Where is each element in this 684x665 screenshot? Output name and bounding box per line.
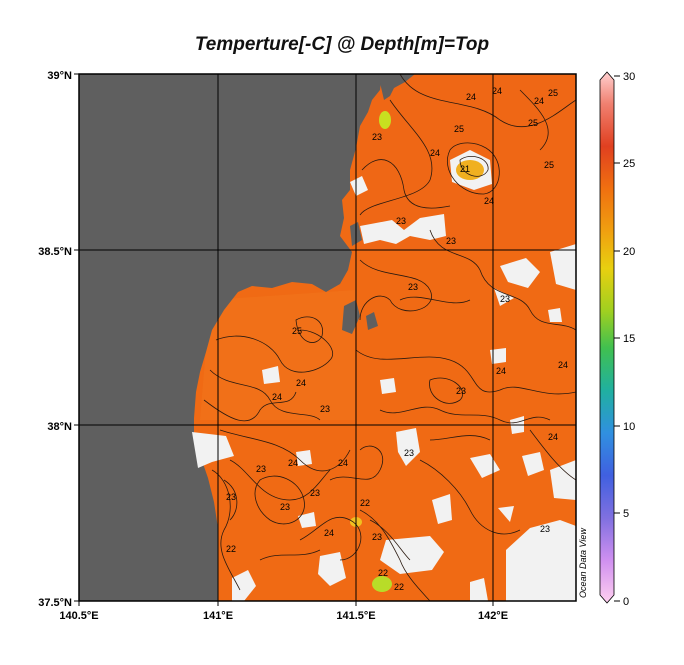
colorbar-label: 15 [623, 333, 635, 345]
cool-patch [379, 111, 391, 129]
contour-label: 24 [484, 196, 494, 206]
contour-label: 24 [324, 528, 334, 538]
contour-lines [203, 74, 576, 601]
lon-tick-label: 140.5°E [59, 610, 98, 622]
contour-label: 24 [296, 378, 306, 388]
colorbar-label: 20 [623, 246, 635, 258]
contour-label: 25 [548, 88, 558, 98]
contour-label: 22 [226, 544, 236, 554]
land-island [366, 312, 378, 330]
no-data-patches [192, 150, 576, 601]
contour-label: 22 [378, 568, 388, 578]
colorbar-label: 25 [623, 158, 635, 170]
colorbar-label: 0 [623, 596, 629, 608]
contour-label: 24 [558, 360, 568, 370]
contour-label: 24 [466, 92, 476, 102]
contour-label: 23 [372, 132, 382, 142]
contour-label: 25 [292, 326, 302, 336]
contour-label: 24 [548, 432, 558, 442]
contour-label: 23 [256, 464, 266, 474]
colorbar-label: 10 [623, 421, 635, 433]
colorbar: 30 25 20 15 10 5 0 [599, 71, 635, 608]
contour-label: 23 [280, 502, 290, 512]
lon-tick-label: 142°E [478, 610, 508, 622]
contour-label: 23 [372, 532, 382, 542]
colorbar-label: 5 [623, 508, 629, 520]
lon-tick-label: 141.5°E [336, 610, 375, 622]
contour-label: 24 [272, 392, 282, 402]
contour-label: 23 [320, 404, 330, 414]
odv-watermark: Ocean Data View [578, 528, 588, 598]
map-frame [78, 73, 577, 602]
sea-shade [200, 290, 355, 420]
contour-label: 21 [460, 164, 470, 174]
contour-label: 24 [338, 458, 348, 468]
contour-label: 25 [528, 118, 538, 128]
contour-label: 24 [288, 458, 298, 468]
contour-label: 23 [404, 448, 414, 458]
contour-label: 23 [446, 236, 456, 246]
colorbar-label: 30 [623, 71, 635, 83]
contour-label: 23 [540, 524, 550, 534]
map-area: 24 24 24 25 25 25 25 23 24 21 24 23 23 2… [79, 74, 576, 601]
lat-tick-label: 38°N [47, 421, 72, 433]
land-mass [79, 74, 382, 601]
lat-tick-label: 39°N [47, 70, 72, 82]
contour-label: 22 [394, 582, 404, 592]
map-title: Temperture[-C] @ Depth[m]=Top [194, 34, 490, 55]
cool-patch [372, 576, 392, 592]
contour-label: 23 [226, 492, 236, 502]
contour-label: 25 [454, 124, 464, 134]
lat-tick-label: 38.5°N [38, 246, 72, 258]
colorbar-bar [599, 71, 615, 604]
contour-label: 25 [544, 160, 554, 170]
grid-lines [79, 74, 576, 601]
contour-label: 24 [534, 96, 544, 106]
contour-label: 24 [430, 148, 440, 158]
lat-tick-label: 37.5°N [38, 597, 72, 609]
contour-label: 23 [396, 216, 406, 226]
frame-ticks [74, 73, 494, 606]
contour-label: 23 [500, 294, 510, 304]
contour-label: 24 [492, 86, 502, 96]
contour-label: 24 [496, 366, 506, 376]
contour-labels: 24 24 24 25 25 25 25 23 24 21 24 23 23 2… [226, 86, 568, 592]
contour-label: 23 [310, 488, 320, 498]
land-island [378, 74, 415, 100]
contour-label: 23 [456, 386, 466, 396]
contour-label: 22 [360, 498, 370, 508]
contour-label: 23 [408, 282, 418, 292]
cool-patch [456, 160, 484, 180]
colorbar-ticks [614, 75, 620, 602]
lon-tick-label: 141°E [203, 610, 233, 622]
